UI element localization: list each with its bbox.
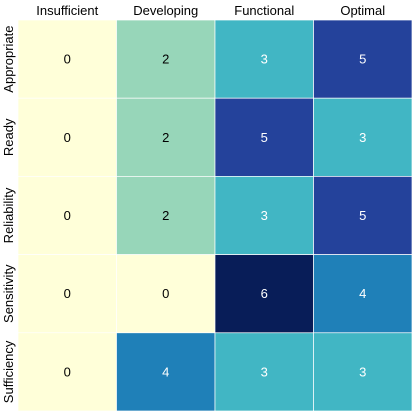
cell-value-label: 3	[359, 364, 366, 379]
cell-value-label: 0	[64, 130, 71, 145]
cell-value-label: 3	[261, 364, 268, 379]
row-label: Ready	[1, 118, 16, 156]
cell-value-label: 6	[261, 286, 268, 301]
cell-value-label: 2	[162, 208, 169, 223]
cell-value-label: 5	[359, 52, 366, 67]
cell-value-label: 3	[261, 52, 268, 67]
row-label: Sensitivity	[1, 264, 16, 323]
cell-value-label: 4	[162, 364, 169, 379]
column-label: Optimal	[340, 3, 385, 18]
cell-value-label: 3	[359, 130, 366, 145]
cell-value-label: 4	[359, 286, 366, 301]
cell-value-label: 5	[261, 130, 268, 145]
column-label: Developing	[133, 3, 198, 18]
cell-value-label: 0	[64, 208, 71, 223]
cell-value-label: 5	[359, 208, 366, 223]
cell-value-label: 3	[261, 208, 268, 223]
row-label: Sufficiency	[1, 340, 16, 403]
cell-value-label: 0	[64, 52, 71, 67]
row-labels: Appropriate Ready Reliability Sensitivity Su…	[1, 25, 16, 403]
row-label: Reliability	[1, 187, 16, 243]
cell-value-label: 2	[162, 52, 169, 67]
column-label: Functional	[234, 3, 294, 18]
cell-value-label: 0	[64, 364, 71, 379]
cell-value-label: 0	[162, 286, 169, 301]
cell-value-label: 2	[162, 130, 169, 145]
heatmap-cells: 0 2 3 5 0 2 5 3 0 2 3 5 0 0 6 4 0 4 3 3	[18, 20, 412, 411]
row-label: Appropriate	[1, 25, 16, 92]
column-label: Insufficient	[36, 3, 98, 18]
column-labels: Insufficient Developing Functional Optimal	[36, 3, 385, 18]
cell-value-label: 0	[64, 286, 71, 301]
